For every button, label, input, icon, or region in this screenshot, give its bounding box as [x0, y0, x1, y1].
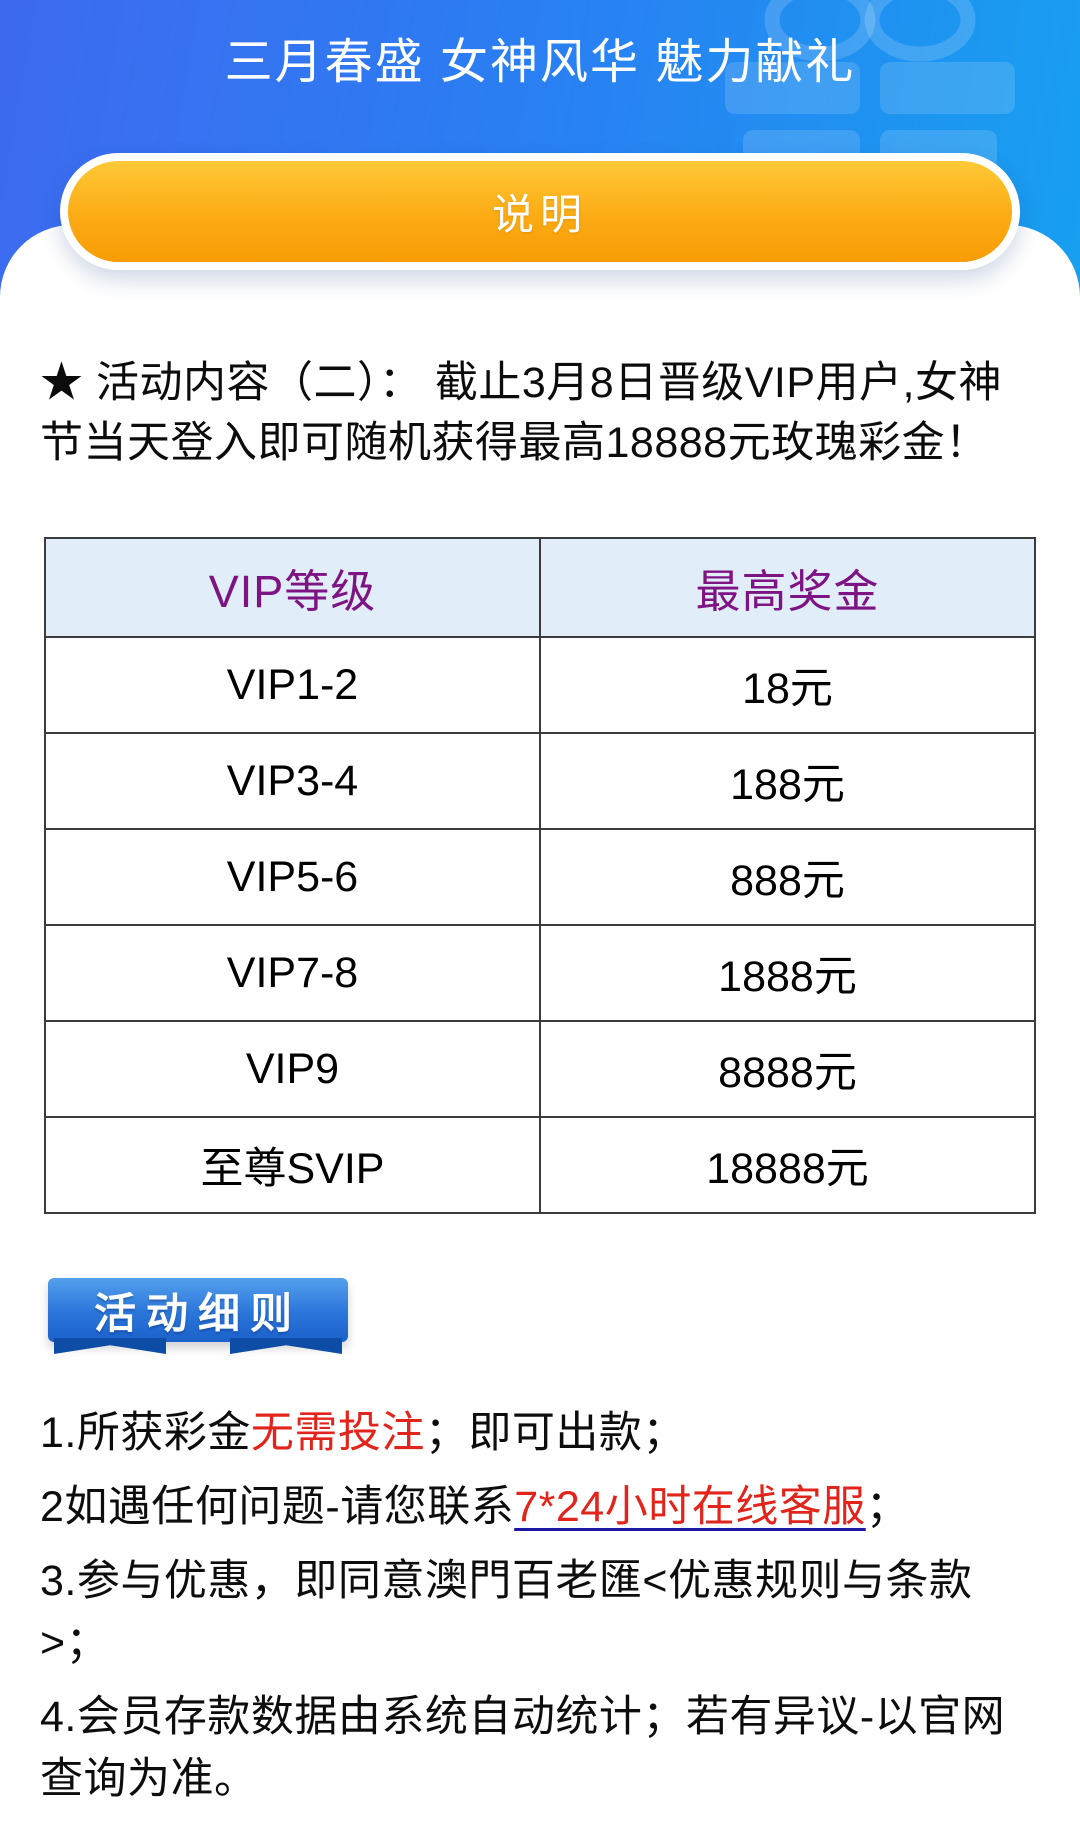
- max-bonus-cell: 18888元: [539, 1116, 1036, 1214]
- vip-level-cell: VIP3-4: [44, 732, 541, 830]
- rule-text: ；即可出款；: [424, 1409, 686, 1457]
- max-bonus-cell: 8888元: [539, 1020, 1036, 1118]
- table-header-row: VIP等级 最高奖金: [44, 537, 1036, 638]
- vip-bonus-table: VIP等级 最高奖金 VIP1-2 18元 VIP3-4 188元 VIP5-6…: [44, 537, 1036, 1214]
- rule-item-1: 1.所获彩金无需投注；即可出款；: [40, 1402, 1040, 1464]
- rules-list: 1.所获彩金无需投注；即可出款； 2如遇任何问题-请您联系7*24小时在线客服；…: [40, 1402, 1040, 1810]
- max-bonus-cell: 18元: [539, 636, 1036, 734]
- main-content: ★ 活动内容（二）： 截止3月8日晋级VIP用户,女神节当天登入即可随机获得最高…: [0, 225, 1080, 1822]
- rule-item-2: 2如遇任何问题-请您联系7*24小时在线客服；: [40, 1476, 1040, 1538]
- vip-level-cell: VIP7-8: [44, 924, 541, 1022]
- rule-text: 2如遇任何问题-请您联系: [40, 1483, 515, 1531]
- table-row: VIP1-2 18元: [44, 636, 1036, 734]
- explain-button-label: 说明: [491, 191, 588, 238]
- table-row: VIP9 8888元: [44, 1020, 1036, 1118]
- explain-button[interactable]: 说明: [60, 153, 1020, 270]
- table-row: VIP7-8 1888元: [44, 924, 1036, 1022]
- table-row: VIP3-4 188元: [44, 732, 1036, 830]
- rule-text: ；: [865, 1483, 910, 1531]
- vip-level-cell: VIP5-6: [44, 828, 541, 926]
- activity-description: ★ 活动内容（二）： 截止3月8日晋级VIP用户,女神节当天登入即可随机获得最高…: [40, 359, 1002, 467]
- rule-item-3: 3.参与优惠，即同意澳門百老匯<优惠规则与条款>；: [40, 1550, 1040, 1674]
- activity-details-ribbon-label: 活动细则: [93, 1289, 302, 1337]
- rule-text: 4.会员存款数据由系统自动统计；若有异议-以官网查询为准。: [40, 1693, 1006, 1803]
- vip-level-cell: VIP9: [44, 1020, 541, 1118]
- max-bonus-cell: 188元: [539, 732, 1036, 830]
- activity-details-ribbon: 活动细则: [48, 1278, 348, 1342]
- max-bonus-cell: 1888元: [539, 924, 1036, 1022]
- table-row: 至尊SVIP 18888元: [44, 1116, 1036, 1214]
- vip-level-cell: VIP1-2: [44, 636, 541, 734]
- rule-text: 3.参与优惠，即同意澳門百老匯<优惠规则与条款>；: [40, 1557, 973, 1667]
- table-row: VIP5-6 888元: [44, 828, 1036, 926]
- column-header-max-bonus: 最高奖金: [539, 537, 1036, 638]
- rule-item-4: 4.会员存款数据由系统自动统计；若有异议-以官网查询为准。: [40, 1686, 1040, 1810]
- rule-text: 1.所获彩金: [40, 1409, 251, 1457]
- max-bonus-cell: 888元: [539, 828, 1036, 926]
- column-header-vip-level: VIP等级: [44, 537, 541, 638]
- page-title: 三月春盛 女神风华 魅力献礼: [224, 36, 856, 89]
- rule-highlight-no-wager: 无需投注: [250, 1409, 425, 1457]
- online-support-link[interactable]: 7*24小时在线客服: [514, 1483, 866, 1531]
- vip-level-cell: 至尊SVIP: [44, 1116, 541, 1214]
